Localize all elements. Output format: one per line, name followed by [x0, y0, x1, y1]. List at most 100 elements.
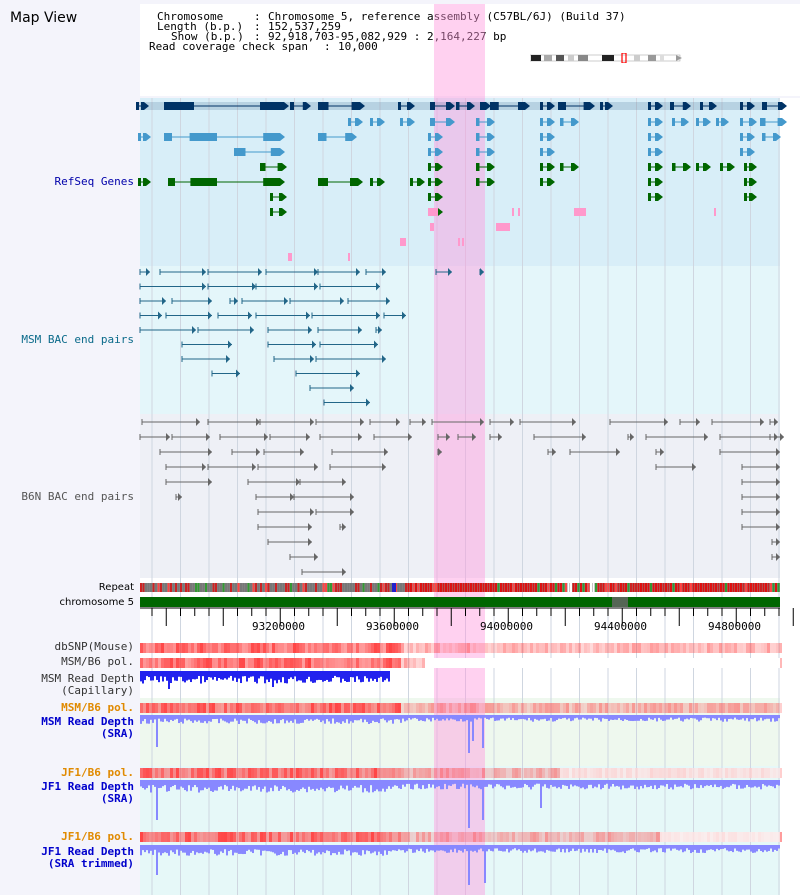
- jf1-trimmed-depth-bar: [692, 845, 694, 853]
- dbsnp-bar: [470, 643, 473, 653]
- jf1-trimmed-depth-bar: [414, 845, 416, 853]
- msm-b6-pol-bar-2: [293, 703, 296, 713]
- gene-exon: [762, 133, 766, 141]
- msm-capillary-depth-bar: [238, 671, 240, 679]
- jf1-sra-depth-bar: [512, 780, 514, 788]
- jf1-trimmed-depth-bar: [540, 845, 542, 852]
- msm-b6-pol-bar: [338, 658, 341, 668]
- dbsnp-bar: [305, 643, 308, 653]
- dbsnp-bar: [431, 643, 434, 653]
- dbsnp-bar: [368, 643, 371, 653]
- gene-exon: [410, 178, 413, 186]
- msm-b6-pol-bar-2: [617, 703, 620, 713]
- gene-exon: [672, 118, 675, 126]
- repeat-element: [475, 583, 477, 592]
- msm-sra-depth-bar: [360, 715, 362, 719]
- jf1-trimmed-depth-bar: [730, 845, 732, 852]
- jf1-sra-depth-bar: [552, 780, 554, 787]
- jf1-sra-depth-bar: [640, 780, 642, 787]
- jf1-sra-depth-bar: [776, 780, 778, 785]
- msm-b6-pol-bar: [380, 658, 383, 668]
- repeat-element: [225, 583, 227, 592]
- chromosome-ideogram[interactable]: [530, 53, 682, 63]
- gene-arrow: [280, 133, 285, 141]
- msm-sra-depth-bar: [668, 715, 670, 720]
- msm-sra-depth-bar: [560, 715, 562, 719]
- repeat-element: [755, 583, 757, 592]
- jf1-trimmed-depth-bar: [522, 845, 524, 853]
- gene-exon: [377, 178, 380, 186]
- msm-b6-pol-bar-2: [401, 703, 404, 713]
- jf1-sra-depth-bar: [432, 780, 434, 785]
- jf1-trimmed-depth-bar: [498, 845, 500, 851]
- repeat-element: [645, 583, 647, 592]
- msm-b6-pol-bar: [251, 658, 254, 668]
- jf1-sra-depth-bar: [234, 780, 236, 791]
- gene-exon: [744, 178, 747, 186]
- gene-arrow: [684, 118, 689, 126]
- gene-exon: [583, 102, 590, 110]
- bac-end-arrow: [310, 418, 314, 426]
- jf1-b6-pol-bar-2: [407, 832, 410, 842]
- dbsnp-bar: [422, 643, 425, 653]
- jf1-trimmed-depth-bar: [622, 845, 624, 852]
- msm-b6-pol-bar-2: [740, 703, 743, 713]
- jf1-trimmed-depth-bar: [566, 845, 568, 849]
- dbsnp-bar: [509, 643, 512, 653]
- jf1-trimmed-depth-bar: [438, 845, 440, 851]
- gene-exon: [571, 118, 574, 126]
- dbsnp-bar: [344, 643, 347, 653]
- msm-capillary-depth-bar: [194, 671, 196, 680]
- msm-sra-depth-bar: [482, 715, 484, 748]
- msm-b6-pol-bar-2: [185, 703, 188, 713]
- msm-b6-pol-bar-2: [602, 703, 605, 713]
- jf1-trimmed-depth-bar: [750, 845, 752, 852]
- msm-sra-depth-bar: [436, 715, 438, 719]
- repeat-element: [245, 583, 247, 592]
- jf1-trimmed-depth-bar: [776, 845, 778, 851]
- msm-b6-pol-bar-2: [350, 703, 353, 713]
- jf1-sra-depth-bar: [462, 780, 464, 784]
- msm-capillary-depth-bar: [192, 671, 194, 680]
- jf1-sra-depth-bar: [464, 780, 466, 789]
- repeat-element: [377, 583, 380, 592]
- msm-sra-depth-bar: [206, 715, 208, 724]
- bac-end-arrow: [258, 268, 262, 276]
- msm-capillary-depth-bar: [242, 671, 244, 677]
- msm-b6-pol-bar-2: [410, 703, 413, 713]
- jf1-b6-pol-bar-2: [317, 832, 320, 842]
- jf1-sra-depth-bar: [748, 780, 750, 787]
- repeat-element: [295, 583, 297, 592]
- msm-b6-pol-bar-2: [539, 703, 542, 713]
- dbsnp-bar: [479, 643, 482, 653]
- coverage-sep: :: [324, 40, 331, 53]
- msm-sra-depth-bar: [140, 715, 142, 724]
- msm-capillary-depth-bar: [196, 671, 198, 679]
- bac-end-arrow: [446, 433, 450, 441]
- jf1-sra-depth-bar: [654, 780, 656, 786]
- dbsnp-bar: [359, 643, 362, 653]
- jf1-b6-pol-bar-2: [458, 832, 461, 842]
- repeat-element: [140, 583, 142, 592]
- jf1-sra-depth-bar: [260, 780, 262, 792]
- msm-b6-pol-bar: [275, 658, 278, 668]
- repeat-element: [365, 583, 367, 592]
- repeat-element: [562, 583, 565, 592]
- repeat-element: [340, 583, 342, 592]
- msm-sra-depth-bar: [554, 715, 556, 722]
- jf1-sra-depth-bar: [696, 780, 698, 788]
- gene-arrow: [750, 133, 755, 141]
- msm-sra-depth-bar: [386, 715, 388, 723]
- gene-exon: [547, 163, 550, 171]
- jf1-trimmed-depth-bar: [246, 845, 248, 851]
- chromosome-key: Chromosome: [157, 10, 224, 23]
- gene-exon: [430, 118, 435, 126]
- msm-b6-pol-bar-2: [425, 703, 428, 713]
- jf1-b6-pol-bar-2: [422, 832, 425, 842]
- msm-sra-depth-bar: [530, 715, 532, 721]
- jf1-trimmed-depth-bar: [494, 845, 496, 849]
- msm-sra-depth-bar: [414, 715, 416, 718]
- bac-end-arrow: [256, 418, 260, 426]
- jf1-sra-depth-bar: [356, 780, 358, 788]
